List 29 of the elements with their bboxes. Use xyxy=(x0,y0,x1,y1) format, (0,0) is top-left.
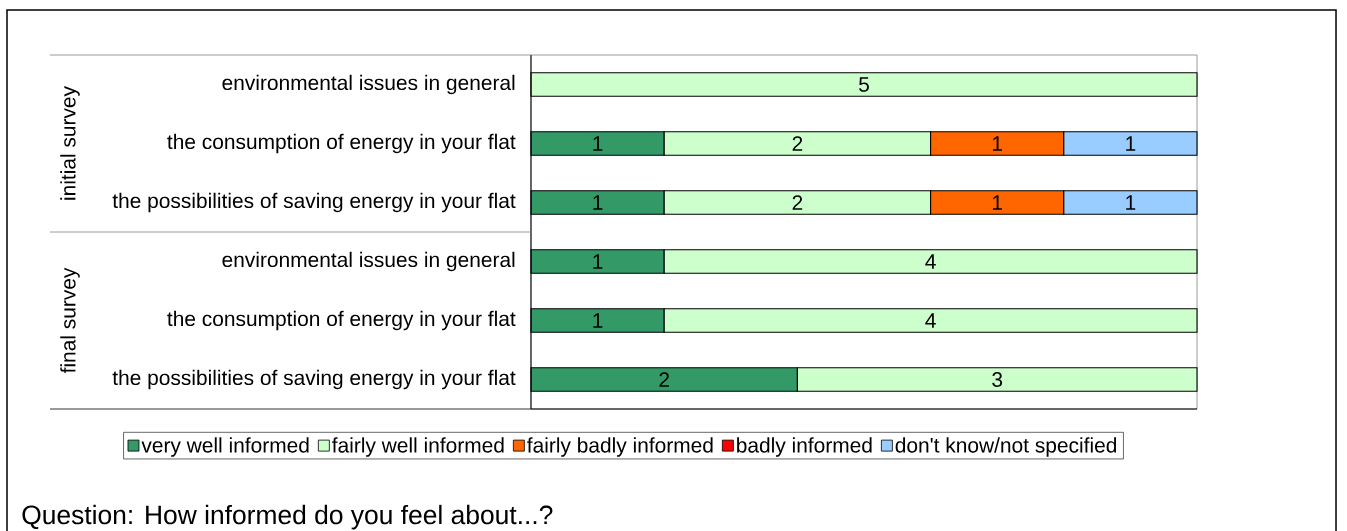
data-label: 4 xyxy=(925,313,936,328)
data-label: 5 xyxy=(859,77,869,92)
text: final survey xyxy=(60,267,80,374)
data-label: 1 xyxy=(593,254,603,269)
y-tick-label: environmental issues in general xyxy=(222,74,515,95)
y-tick-label: the consumption of energy in your flat xyxy=(167,310,516,331)
legend-label: very well informed xyxy=(141,437,309,457)
y-tick-label: the consumption of energy in your flat xyxy=(167,133,516,154)
data-label: 4 xyxy=(925,254,936,269)
data-label: 2 xyxy=(792,195,803,210)
y-tick-label: environmental issues in general xyxy=(222,251,515,272)
legend-label: fairly badly informed xyxy=(527,437,713,457)
data-label: 1 xyxy=(1126,195,1136,210)
data-label: 3 xyxy=(992,372,1003,387)
text: Question: How informed do you feel about...? xyxy=(22,504,553,530)
text: initial survey xyxy=(60,86,80,200)
data-label: 1 xyxy=(593,136,603,151)
data-label: 2 xyxy=(792,136,803,151)
data-label: 1 xyxy=(992,136,1002,151)
data-label: 1 xyxy=(593,195,603,210)
data-label: 1 xyxy=(1126,136,1136,151)
legend-label: fairly well informed xyxy=(332,437,504,457)
data-label: 2 xyxy=(659,372,669,387)
y-tick-label: the possibilities of saving energy in your flat xyxy=(112,192,516,213)
legend-label: badly informed xyxy=(737,437,872,457)
data-label: 1 xyxy=(992,195,1002,210)
legend-label: don't know/not specified xyxy=(895,437,1117,457)
y-tick-label: the possibilities of saving energy in your flat xyxy=(112,369,516,390)
data-label: 1 xyxy=(593,313,603,328)
